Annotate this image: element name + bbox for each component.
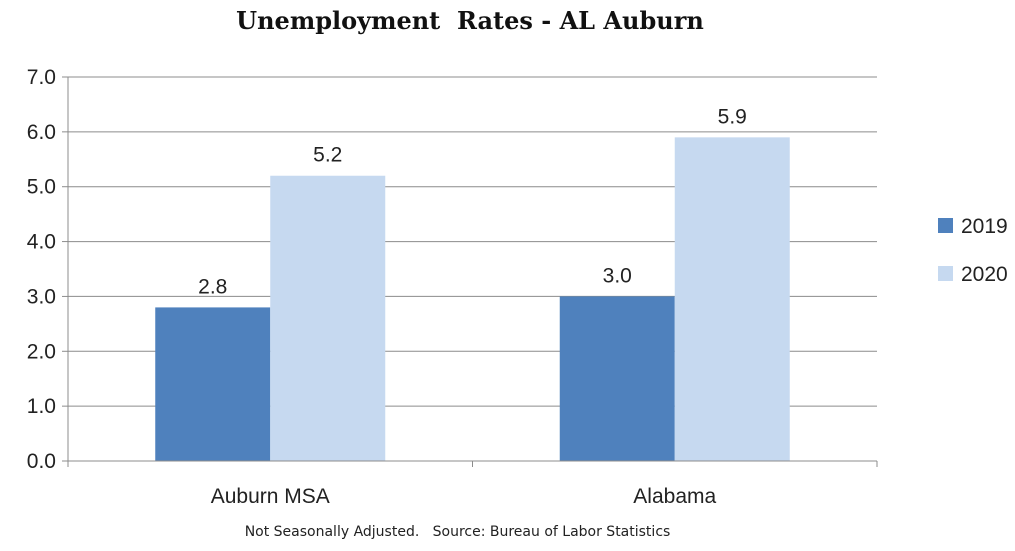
legend-swatch-2019 <box>938 218 953 233</box>
y-tick-label: 4.0 <box>27 231 56 254</box>
data-label: 5.9 <box>718 105 747 128</box>
data-label: 5.2 <box>313 144 342 167</box>
legend-swatch-2020 <box>938 266 953 281</box>
bar-2019-alabama <box>559 296 675 461</box>
labels: 2.8 5.2 Auburn MSA 3.0 5.9 Alabama <box>198 105 747 508</box>
y-tick-label: 7.0 <box>27 66 56 89</box>
y-tick-label: 3.0 <box>27 285 56 308</box>
y-tick-label: 0.0 <box>27 450 56 473</box>
x-category-label: Alabama <box>633 485 716 508</box>
legend: 2019 2020 <box>938 215 1008 286</box>
y-tick-label: 5.0 <box>27 176 56 199</box>
chart-title: Unemployment Rates - AL Auburn <box>236 6 704 35</box>
legend-label-2020: 2020 <box>961 263 1008 286</box>
bars <box>155 137 790 462</box>
bar-2020-auburn-msa <box>270 175 386 461</box>
chart-footnote: Not Seasonally Adjusted. Source: Bureau … <box>244 524 671 540</box>
bar-2020-alabama <box>674 137 790 462</box>
y-tick-label: 6.0 <box>27 121 56 144</box>
y-tick-label: 2.0 <box>27 340 56 363</box>
y-tick-label: 1.0 <box>27 395 56 418</box>
data-label: 3.0 <box>603 264 632 287</box>
axes: 0.0 1.0 2.0 3.0 4.0 5.0 6.0 7.0 <box>27 66 878 473</box>
x-category-label: Auburn MSA <box>211 485 330 508</box>
data-label: 2.8 <box>198 275 227 298</box>
legend-label-2019: 2019 <box>961 215 1008 238</box>
bar-2019-auburn-msa <box>155 307 271 461</box>
